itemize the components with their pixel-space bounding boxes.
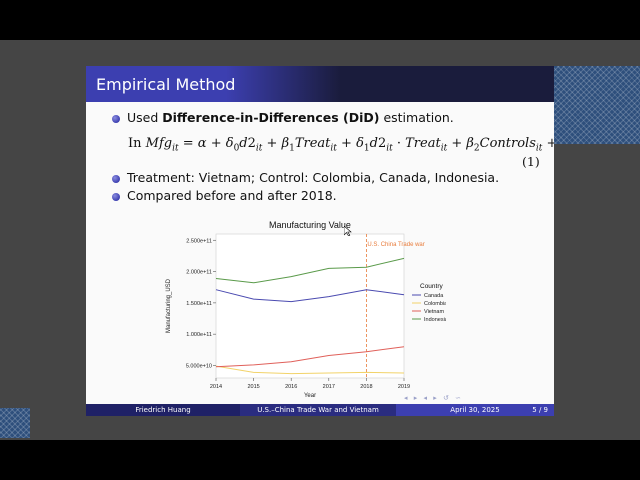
- y-tick-label: 2.000e+11: [186, 270, 212, 276]
- x-tick-label: 2017: [323, 384, 335, 390]
- equation-number: (1): [522, 154, 540, 169]
- mouse-cursor-icon: [344, 226, 352, 236]
- presentation-slide: Empirical Method Used Difference-in-Diff…: [86, 66, 554, 416]
- series-line-vietnam: [215, 346, 405, 368]
- footer-title: U.S.–China Trade War and Vietnam: [240, 404, 396, 416]
- bullet-text: Treatment: Vietnam; Control: Colombia, C…: [127, 170, 500, 185]
- footer-author: Friedrich Huang: [86, 404, 240, 416]
- y-axis-label: Manufacturing_USD: [166, 278, 172, 333]
- bullet-text-suffix: estimation.: [379, 110, 454, 125]
- bullet-bold-text: Difference-in-Differences (DiD): [162, 110, 380, 125]
- footer-page-number: 5 / 9: [532, 406, 548, 414]
- series-line-indonesia: [215, 257, 405, 284]
- did-equation: In Mfgit = α + δ0d2it + β1Treatit + δ1d2…: [128, 136, 554, 154]
- bullet-icon: [112, 175, 120, 183]
- trade-war-annotation: U.S. China Trade war: [367, 242, 424, 248]
- legend-title: Country: [420, 283, 444, 290]
- series-line-colombia: [215, 365, 405, 375]
- footer-date: April 30, 2025: [450, 406, 500, 414]
- legend-label: Vietnam: [424, 309, 444, 315]
- legend-label: Canada: [424, 293, 444, 299]
- y-tick-label: 5.000e+10: [186, 363, 212, 369]
- footer-date-page: April 30, 2025 5 / 9: [396, 404, 554, 416]
- plot-area: [215, 233, 405, 379]
- chart-svg: Manufacturing Value 5.000e+10 1.000e+11 1.5…: [166, 220, 449, 399]
- slide-decoration-pattern-small: [0, 408, 30, 438]
- y-tick-label: 2.500e+11: [186, 238, 212, 244]
- x-tick-label: 2018: [360, 384, 372, 390]
- slide-title: Empirical Method: [96, 75, 236, 94]
- x-tick-label: 2016: [285, 384, 297, 390]
- bullet-text: Used: [127, 110, 163, 125]
- bullet-icon: [112, 115, 120, 123]
- y-tick-label: 1.500e+11: [186, 301, 212, 307]
- x-tick-label: 2015: [247, 384, 259, 390]
- series-line-canada: [215, 289, 405, 303]
- chart-title: Manufacturing Value: [269, 220, 351, 230]
- manufacturing-chart: Manufacturing Value 5.000e+10 1.000e+11 1.5…: [156, 216, 449, 406]
- x-axis-label: Year: [304, 393, 316, 399]
- bullet-text: Compared before and after 2018.: [127, 188, 337, 203]
- slide-footer: Friedrich Huang U.S.–China Trade War and…: [86, 404, 554, 416]
- x-tick-label: 2014: [210, 384, 222, 390]
- equation-lead: In: [128, 136, 142, 151]
- bullet-icon: [112, 193, 120, 201]
- x-tick-label: 2019: [398, 384, 410, 390]
- frame-title-bar: Empirical Method: [86, 66, 554, 102]
- y-tick-label: 1.000e+11: [186, 332, 212, 338]
- beamer-nav-icons[interactable]: ◂ ▸ ◂ ▸ ↺ ∽: [404, 394, 463, 402]
- legend-label: Colombia: [424, 301, 446, 307]
- title-bar-shade: [226, 66, 554, 102]
- legend-label: Indonesia: [424, 317, 446, 323]
